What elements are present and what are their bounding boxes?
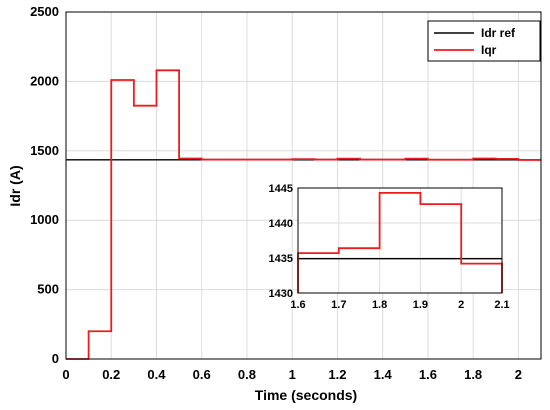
main-y-tick-labels: 0 500 1000 1500 2000 2500 [30, 4, 59, 366]
x-tick-label: 1.6 [290, 299, 305, 311]
inset-y-tick-labels: 1430 1435 1440 1445 [269, 183, 293, 300]
x-tick-label: 2 [515, 367, 522, 382]
legend-label-idr-ref: Idr ref [481, 26, 516, 40]
main-plot-background [66, 12, 541, 359]
inset-plot-background [298, 188, 502, 293]
main-series [66, 69, 541, 360]
x-tick-label: 0.2 [102, 367, 120, 382]
x-tick-label: 1.8 [464, 367, 482, 382]
legend-label-iqr: Iqr [481, 43, 497, 57]
legend: Idr ref Iqr [427, 20, 541, 62]
y-tick-label: 0 [52, 351, 59, 366]
x-axis-title: Time (seconds) [255, 387, 357, 403]
main-plot-frame [65, 11, 542, 360]
x-tick-label: 2 [458, 299, 464, 311]
x-tick-label: 1.9 [413, 299, 428, 311]
y-tick-label: 1440 [269, 218, 293, 230]
x-tick-label: 1 [289, 367, 296, 382]
y-tick-label: 2000 [30, 73, 59, 88]
inset-plot-area: 1.6 1.7 1.8 1.9 2 2.1 1430 1435 1440 1445 [269, 183, 510, 311]
main-plot-area: 0 0.2 0.4 0.6 0.8 1 1.2 1.4 1.6 1.8 2 0 500 1000 1500… [30, 4, 542, 382]
y-tick-label: 1430 [269, 288, 293, 300]
series-line-iqr [297, 192, 503, 293]
x-tick-label: 0 [62, 367, 69, 382]
inset-plot-frame [297, 187, 503, 294]
x-tick-label: 1.2 [328, 367, 346, 382]
y-tick-label: 1435 [269, 253, 293, 265]
y-tick-label: 1000 [30, 212, 59, 227]
x-tick-label: 0.6 [193, 367, 211, 382]
x-tick-label: 2.1 [494, 299, 509, 311]
x-tick-label: 0.4 [147, 367, 166, 382]
main-x-tick-labels: 0 0.2 0.4 0.6 0.8 1 1.2 1.4 1.6 1.8 2 [62, 367, 522, 382]
x-tick-label: 1.6 [419, 367, 437, 382]
y-tick-label: 1500 [30, 143, 59, 158]
x-tick-label: 1.4 [374, 367, 393, 382]
legend-box [427, 20, 541, 62]
y-tick-label: 2500 [30, 4, 59, 19]
x-tick-label: 1.8 [372, 299, 387, 311]
series-line-iqr [66, 69, 541, 360]
inset-series [297, 192, 503, 293]
x-tick-label: 1.7 [331, 299, 346, 311]
x-tick-label: 0.8 [238, 367, 256, 382]
y-axis-title: Idr (A) [7, 165, 23, 206]
y-tick-label: 1445 [269, 183, 293, 195]
y-tick-label: 500 [37, 282, 59, 297]
inset-x-tick-labels: 1.6 1.7 1.8 1.9 2 2.1 [290, 299, 509, 311]
